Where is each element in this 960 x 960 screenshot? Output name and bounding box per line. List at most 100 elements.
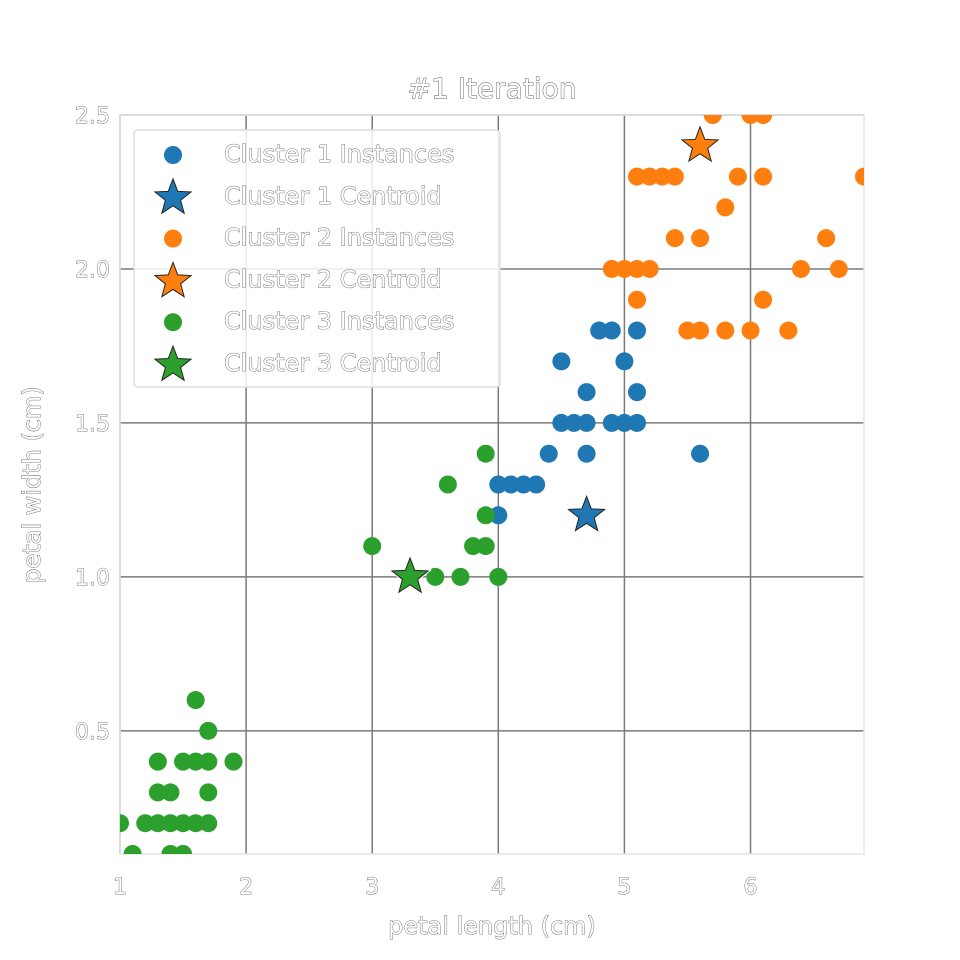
cluster-3-point — [174, 814, 193, 833]
legend-label: Cluster 1 Instances — [224, 140, 454, 168]
cluster-1-point — [628, 321, 647, 340]
cluster-2-point — [703, 115, 722, 124]
y-tick-label: 2.5 — [75, 104, 110, 129]
legend-label: Cluster 2 Instances — [224, 224, 454, 252]
y-tick-label: 1.5 — [75, 412, 110, 437]
y-tick-label: 2.0 — [75, 258, 110, 283]
cluster-2-point — [653, 167, 672, 186]
cluster-3-point — [199, 783, 218, 802]
cluster-3-point — [148, 814, 167, 833]
cluster-1-point — [514, 475, 533, 494]
cluster-3-point — [123, 845, 142, 854]
legend-marker-cluster-1-instances — [164, 146, 182, 164]
legend-marker-cluster-3-instances — [164, 313, 182, 332]
cluster-1-point — [615, 413, 634, 432]
cluster-1-point — [691, 444, 710, 463]
x-tick-label: 4 — [491, 875, 505, 900]
cluster-2-point — [728, 167, 747, 186]
cluster-1-point — [628, 413, 647, 432]
cluster-3-point — [161, 814, 180, 833]
cluster-1-point — [564, 413, 583, 432]
cluster-3-point — [186, 814, 205, 833]
ticks-layer: 1 2 3 4 5 6 0.5 1.0 1.5 2.0 2.5 — [75, 104, 758, 901]
legend: Cluster 1 Instances Cluster 1 Centroid Clu… — [133, 129, 501, 388]
x-tick-label: 6 — [744, 875, 758, 900]
x-tick-label: 3 — [365, 875, 379, 900]
cluster-1-point — [577, 413, 596, 432]
cluster-1-point — [552, 352, 571, 371]
legend-label: Cluster 3 Centroid — [224, 349, 442, 377]
cluster-2-point — [829, 259, 848, 278]
points-layer — [120, 115, 864, 854]
cluster-2-point — [665, 167, 684, 186]
cluster-3-point — [148, 783, 167, 802]
cluster-3-point — [199, 814, 218, 833]
cluster-3-point — [186, 752, 205, 771]
cluster-2-point — [628, 290, 647, 309]
cluster-1-point — [552, 413, 571, 432]
cluster-3-point — [476, 506, 495, 525]
cluster-1-point — [577, 383, 596, 402]
cluster-1-point — [628, 383, 647, 402]
cluster-2-point — [716, 321, 735, 340]
y-tick-label: 0.5 — [75, 720, 110, 745]
cluster-2-point — [640, 167, 659, 186]
cluster-3-point — [199, 752, 218, 771]
cluster-2-centroid-star — [680, 125, 720, 163]
cluster-2-point — [779, 321, 798, 340]
cluster-1-point — [527, 475, 546, 494]
cluster-3-point — [174, 845, 193, 854]
y-axis-label: petal width (cm) — [18, 386, 46, 584]
cluster-1-point — [501, 475, 520, 494]
cluster-3-point — [120, 814, 129, 833]
cluster-1-point — [489, 475, 508, 494]
cluster-1-point — [615, 352, 634, 371]
cluster-3-point — [174, 752, 193, 771]
legend-label: Cluster 2 Centroid — [224, 265, 442, 293]
cluster-3-point — [224, 752, 243, 771]
legend-marker-cluster-2-instances — [164, 229, 182, 248]
cluster-1-point — [590, 321, 609, 340]
cluster-3-point — [426, 567, 445, 586]
cluster-2-point — [602, 259, 621, 278]
cluster-3-point — [476, 537, 495, 556]
y-tick-label: 1.0 — [75, 566, 110, 591]
cluster-1-point — [602, 321, 621, 340]
x-axis-label: petal length (cm) — [388, 912, 596, 940]
legend-items: Cluster 1 Instances Cluster 1 Centroid Clu… — [153, 140, 455, 382]
cluster-1-point — [489, 506, 508, 525]
cluster-2-point — [791, 259, 810, 278]
cluster-3-point — [148, 752, 167, 771]
cluster-2-point — [855, 167, 864, 186]
cluster-3-point — [451, 567, 470, 586]
x-tick-label: 1 — [113, 875, 127, 900]
cluster-3-point — [363, 537, 382, 556]
cluster-2-point — [817, 229, 836, 248]
chart-title: #1 Iteration — [408, 72, 577, 105]
cluster-3-point — [438, 475, 457, 494]
cluster-3-point — [199, 721, 218, 740]
cluster-2-point — [716, 198, 735, 217]
cluster-2-point — [754, 290, 773, 309]
legend-marker-cluster-3-centroid — [153, 344, 193, 382]
legend-marker-cluster-2-centroid — [153, 260, 193, 298]
centroid-markers — [387, 122, 723, 596]
legend-label: Cluster 1 Centroid — [224, 182, 442, 210]
cluster-3-point — [136, 814, 155, 833]
cluster-2-point — [615, 259, 634, 278]
cluster-2-point — [754, 167, 773, 186]
instance-points — [120, 115, 864, 854]
cluster-3-point — [464, 537, 483, 556]
x-tick-label: 2 — [239, 875, 253, 900]
cluster-1-centroid-star — [567, 494, 607, 532]
plot-frame — [119, 114, 865, 855]
cluster-2-point — [741, 321, 760, 340]
cluster-1-point — [539, 444, 558, 463]
legend-label: Cluster 3 Instances — [224, 307, 454, 335]
cluster-2-point — [678, 321, 697, 340]
cluster-2-point — [691, 229, 710, 248]
cluster-3-point — [186, 691, 205, 710]
cluster-2-point — [691, 321, 710, 340]
cluster-2-point — [628, 259, 647, 278]
